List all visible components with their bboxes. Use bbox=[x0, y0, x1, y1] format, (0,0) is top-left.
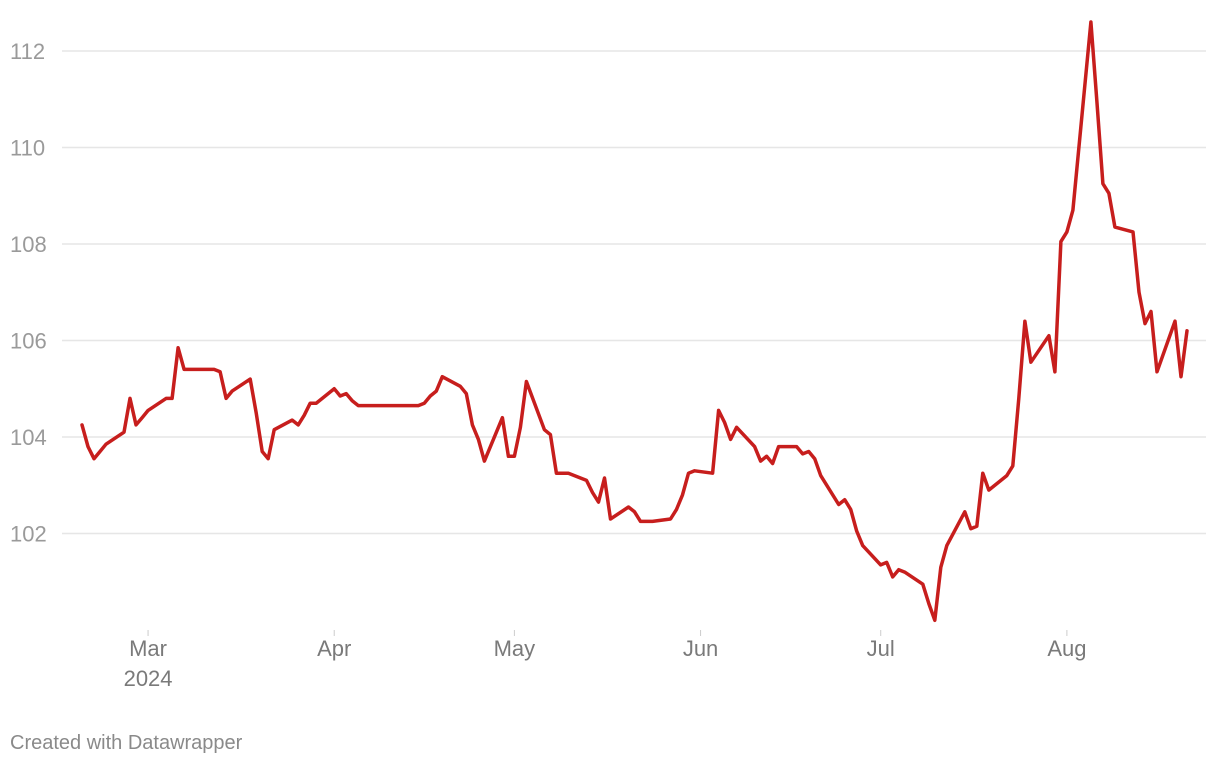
series-line-1 bbox=[80, 20, 1189, 623]
y-tick-label-102: 102 bbox=[10, 521, 47, 546]
y-tick-label-108: 108 bbox=[10, 232, 47, 257]
y-axis: 102 104 106 108 110 112 bbox=[10, 39, 47, 547]
datawrapper-credit: Created with Datawrapper bbox=[10, 732, 243, 754]
x-tick-label-may: May bbox=[494, 636, 536, 661]
y-tick-label-112: 112 bbox=[10, 39, 45, 64]
x-tick-label-jul: Jul bbox=[867, 636, 895, 661]
x-tick-label-jun: Jun bbox=[683, 636, 718, 661]
gridlines bbox=[62, 50, 1206, 535]
y-tick-label-106: 106 bbox=[10, 328, 47, 353]
line-chart: 102 104 106 108 110 112 Mar 2024 Apr May Jun Jul Au… bbox=[10, 20, 1206, 691]
y-tick-label-110: 110 bbox=[10, 135, 45, 160]
x-tick-label-apr: Apr bbox=[317, 636, 351, 661]
x-tick-label-mar: Mar bbox=[129, 636, 167, 661]
x-axis: Mar 2024 Apr May Jun Jul Aug bbox=[124, 630, 1086, 691]
y-tick-label-104: 104 bbox=[10, 425, 47, 450]
series-group bbox=[80, 20, 1189, 623]
x-tick-year-label: 2024 bbox=[124, 666, 173, 691]
x-tick-label-aug: Aug bbox=[1047, 636, 1086, 661]
